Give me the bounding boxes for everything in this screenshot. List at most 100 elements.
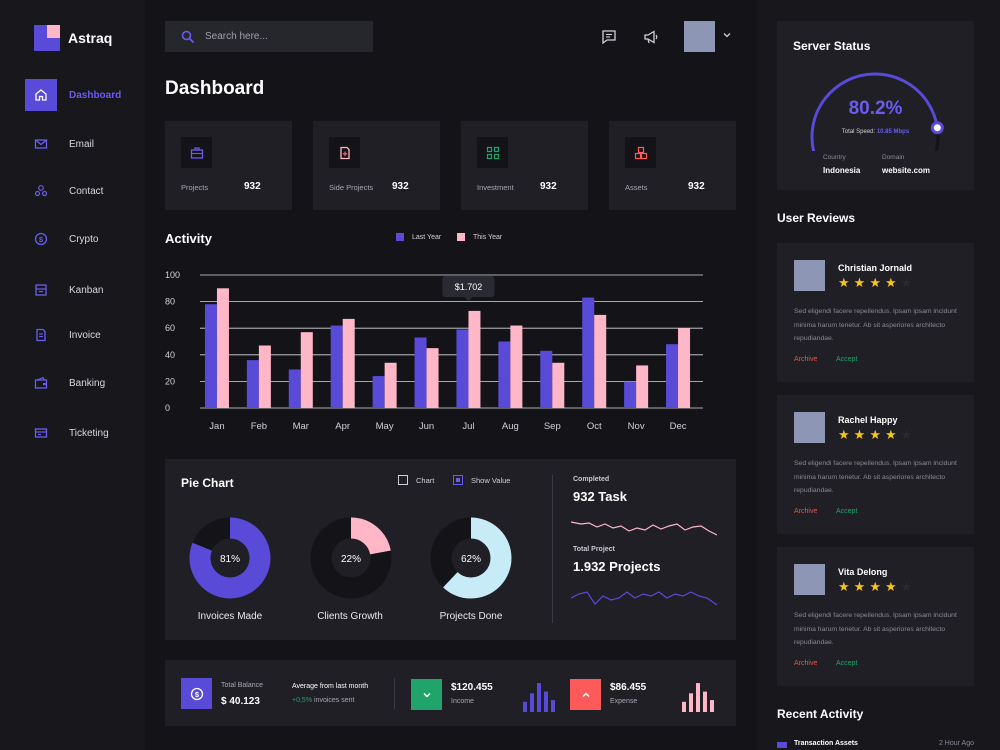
bar-last-year[interactable]: [666, 344, 679, 408]
sidebar: Astraq Dashboard Email Contact $ Crypto: [0, 0, 145, 750]
sidebar-item-ticketing[interactable]: Ticketing: [25, 416, 145, 450]
archive-button[interactable]: Archive: [794, 660, 818, 667]
reviewer-name: Vita Delong: [838, 567, 888, 577]
search-bar[interactable]: [165, 21, 373, 52]
sidebar-item-contact[interactable]: Contact: [25, 174, 145, 208]
stat-card-assets[interactable]: Assets 932: [609, 121, 736, 210]
divider: [552, 475, 553, 623]
bar-last-year[interactable]: [624, 381, 637, 408]
donut-label: Clients Growth: [317, 611, 383, 622]
user-avatar[interactable]: [684, 21, 715, 52]
star-icon: ★: [853, 275, 866, 290]
bar-this-year[interactable]: [594, 314, 607, 408]
grid-icon: [477, 137, 508, 168]
mini-bar: [537, 683, 541, 712]
donut-label: Projects Done: [439, 611, 503, 622]
donut-clients: 22%: [310, 517, 392, 599]
checkbox-box[interactable]: [453, 475, 463, 485]
sidebar-item-crypto[interactable]: $ Crypto: [25, 222, 145, 256]
invoice-icon: [25, 319, 57, 351]
bar-last-year[interactable]: [498, 341, 511, 409]
bar-last-year[interactable]: [246, 360, 259, 408]
stat-card-projects[interactable]: Projects 932: [165, 121, 292, 210]
main-content: Dashboard Projects 932 Side Projects 932…: [145, 0, 757, 750]
sidebar-item-dashboard[interactable]: Dashboard: [25, 78, 145, 112]
accept-button[interactable]: Accept: [836, 356, 858, 363]
bar-last-year[interactable]: [414, 337, 427, 408]
bar-this-year[interactable]: [510, 325, 523, 408]
expense-button[interactable]: [570, 679, 601, 710]
bar-last-year[interactable]: [456, 329, 469, 408]
stat-card-side-projects[interactable]: Side Projects 932: [313, 121, 440, 210]
expense-value: $86.455: [610, 682, 647, 693]
average-change: +0,5%: [292, 697, 313, 704]
total-speed: Total Speed: 10.85 Mbps: [777, 129, 974, 135]
svg-text:$: $: [194, 690, 199, 699]
sidebar-item-invoice[interactable]: Invoice: [25, 318, 145, 352]
chevron-down-icon[interactable]: [722, 30, 732, 40]
donut-arc: [310, 517, 392, 599]
bar-this-year[interactable]: [342, 318, 355, 408]
bar-this-year[interactable]: [300, 332, 313, 408]
bar-this-year[interactable]: [636, 365, 649, 408]
bar-this-year[interactable]: [426, 348, 439, 408]
megaphone-icon[interactable]: [642, 28, 660, 46]
star-rating: ★ ★ ★ ★ ★: [838, 580, 916, 593]
domain-label: Domain: [882, 154, 905, 161]
accept-button[interactable]: Accept: [836, 660, 858, 667]
archive-button[interactable]: Archive: [794, 356, 818, 363]
income-value: $120.455: [451, 682, 493, 693]
bar-last-year[interactable]: [582, 297, 595, 408]
review-card: Rachel Happy ★ ★ ★ ★ ★ Sed eligendi facere r…: [777, 395, 974, 534]
bar-this-year[interactable]: [216, 288, 229, 408]
sidebar-item-kanban[interactable]: Kanban: [25, 273, 145, 307]
bar-this-year[interactable]: [258, 345, 271, 408]
mini-bar: [703, 691, 707, 712]
bar-this-year[interactable]: [384, 362, 397, 408]
checkbox-label: Chart: [416, 475, 435, 485]
app-name: Astraq: [68, 30, 113, 46]
list-item[interactable]: Transaction Assets 2 Hour Ago: [777, 740, 974, 748]
bar-this-year[interactable]: [552, 362, 565, 408]
bar-last-year[interactable]: [204, 304, 217, 408]
logo[interactable]: Astraq: [34, 25, 112, 51]
legend-last-year: Last Year: [396, 233, 441, 241]
total-project-value: 1.932 Projects: [573, 559, 661, 574]
income-button[interactable]: [411, 679, 442, 710]
message-icon[interactable]: [600, 28, 618, 46]
stat-label: Investment: [477, 183, 514, 192]
bar-this-year[interactable]: [468, 310, 481, 408]
show-value-checkbox[interactable]: Show Value: [453, 475, 510, 485]
search-input[interactable]: [205, 31, 355, 42]
sidebar-item-email[interactable]: Email: [25, 127, 145, 161]
y-tick-label: 20: [165, 376, 175, 386]
sidebar-item-label: Crypto: [69, 233, 99, 245]
bar-last-year[interactable]: [330, 325, 343, 408]
bar-this-year[interactable]: [678, 328, 691, 408]
total-speed-label: Total Speed:: [841, 129, 876, 135]
stat-card-investment[interactable]: Investment 932: [461, 121, 588, 210]
tooltip-bg: [442, 276, 495, 297]
accept-button[interactable]: Accept: [836, 508, 858, 515]
x-tick-label: Jun: [419, 421, 434, 432]
user-reviews-title: User Reviews: [777, 211, 856, 225]
bar-last-year[interactable]: [372, 376, 385, 408]
total-project-label: Total Project: [573, 546, 615, 553]
y-tick-label: 60: [165, 323, 175, 333]
bar-last-year[interactable]: [540, 350, 553, 408]
legend-swatch: [457, 233, 465, 241]
checkbox-box[interactable]: [398, 475, 408, 485]
chevron-down-icon: [422, 692, 431, 698]
sidebar-item-banking[interactable]: Banking: [25, 366, 145, 400]
x-tick-label: Jul: [462, 421, 474, 432]
chevron-up-icon: [581, 691, 590, 697]
country-label: Country: [823, 154, 846, 161]
chart-checkbox[interactable]: Chart: [398, 475, 434, 485]
donut-label: Invoices Made: [197, 611, 263, 622]
stat-value: 932: [244, 181, 261, 192]
average-change-row: +0,5% invoices sent: [292, 697, 354, 704]
review-card: Christian Jornald ★ ★ ★ ★ ★ Sed eligendi fac…: [777, 243, 974, 382]
archive-button[interactable]: Archive: [794, 508, 818, 515]
country-value: Indonesia: [823, 166, 861, 175]
bar-last-year[interactable]: [288, 369, 301, 408]
